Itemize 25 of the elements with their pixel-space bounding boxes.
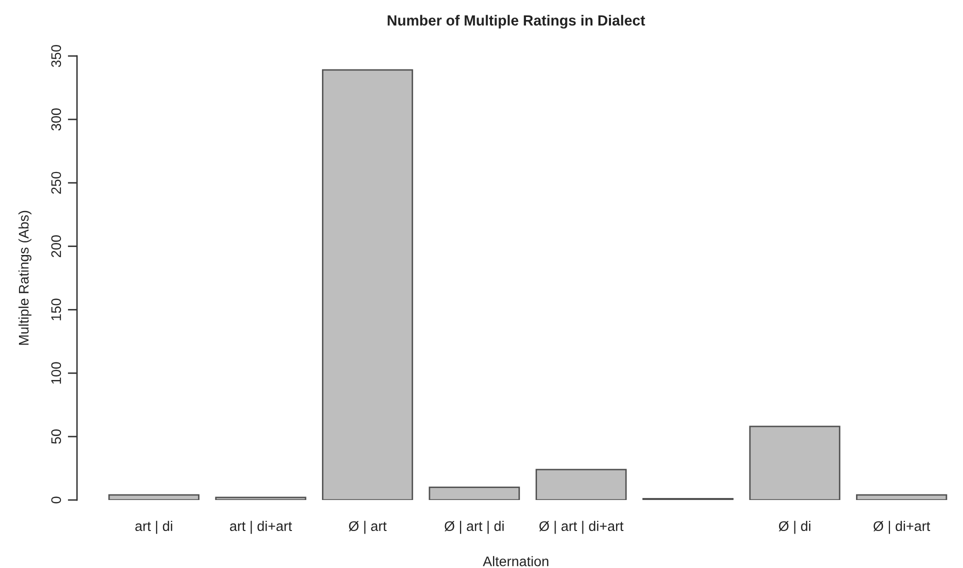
bar — [322, 69, 414, 500]
x-tick-label: Ø | art — [348, 520, 387, 534]
bar — [536, 468, 627, 500]
x-tick-label: Ø | art | di — [444, 520, 504, 534]
y-tick-label: 50 — [51, 429, 62, 444]
y-tick-label: 0 — [51, 496, 62, 504]
bar — [108, 494, 200, 500]
bar — [428, 486, 520, 500]
y-tick-label: 200 — [51, 235, 62, 258]
x-axis-title: Alternation — [482, 556, 548, 566]
y-tick-label: 150 — [51, 298, 62, 320]
chart-title: Number of Multiple Ratings in Dialect — [388, 14, 646, 29]
y-tick-label: 100 — [51, 362, 62, 384]
bar — [215, 496, 306, 500]
x-tick-label: Ø | di — [778, 520, 810, 534]
x-tick-label: Ø | di+art — [873, 520, 930, 534]
y-tick-label: 350 — [51, 44, 62, 68]
y-tick-label: 300 — [51, 108, 62, 130]
bar — [856, 494, 948, 500]
x-tick-label: art | di+art — [230, 520, 292, 534]
y-axis-title: Multiple Ratings (Abs) — [18, 210, 32, 345]
x-tick-label: Ø | art | di+art — [539, 520, 624, 534]
x-tick-label: art | di — [135, 520, 172, 534]
bar — [749, 426, 840, 500]
y-tick-label: 250 — [51, 172, 62, 194]
